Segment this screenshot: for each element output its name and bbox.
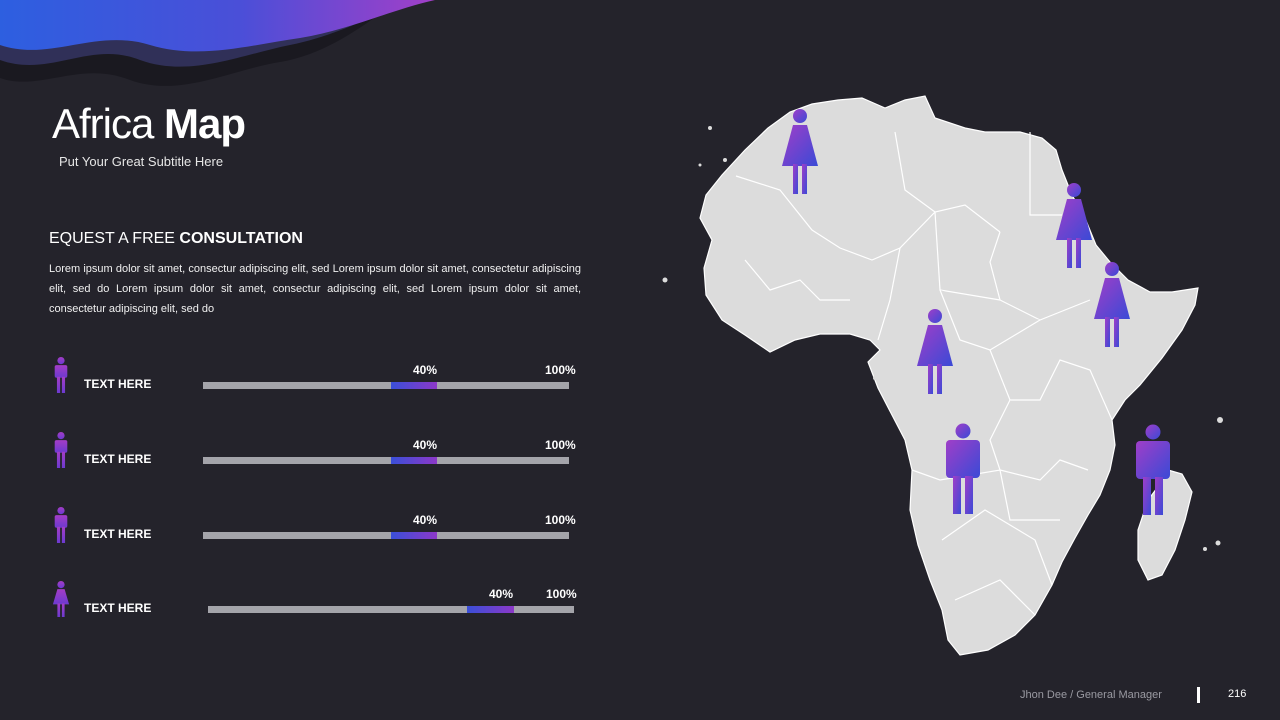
page-title: Africa Map: [52, 100, 246, 147]
body-paragraph: Lorem ipsum dolor sit amet, consectur ad…: [49, 263, 581, 315]
progress-track: [203, 532, 569, 539]
africa-map: [662, 95, 1223, 656]
consultation-heading: EQUEST A FREE CONSULTATION: [49, 230, 303, 247]
decorative-wave: [0, 0, 435, 86]
female-icon: [917, 309, 953, 394]
male-icon: [54, 507, 68, 543]
male-icon: [946, 423, 980, 514]
progress-fill: [391, 382, 437, 389]
row-label: TEXT HERE: [84, 452, 152, 466]
page-subtitle: Put Your Great Subtitle Here: [59, 154, 224, 169]
footer-author: Jhon Dee / General Manager: [1020, 689, 1162, 701]
progress-row: TEXT HERE 40% 100%: [0, 506, 640, 566]
progress-track: [203, 457, 569, 464]
progress-row: TEXT HERE 40% 100%: [0, 356, 640, 416]
islands: [662, 126, 1223, 551]
progress-row: TEXT HERE 40% 100%: [0, 580, 640, 640]
row-label: TEXT HERE: [84, 377, 152, 391]
progress-track: [208, 606, 574, 613]
female-icon: [1056, 183, 1092, 268]
percent-label: 40%: [413, 438, 438, 452]
africa-landmass: [699, 95, 1199, 656]
footer-divider: [1197, 687, 1200, 703]
progress-fill: [467, 606, 514, 613]
page-number: 216: [1228, 688, 1247, 700]
row-label: TEXT HERE: [84, 527, 152, 541]
progress-fill: [391, 532, 437, 539]
female-icon: [1094, 262, 1130, 347]
percent-label: 40%: [489, 587, 514, 601]
male-icon: [54, 432, 68, 468]
male-icon: [54, 357, 68, 393]
max-label: 100%: [545, 438, 576, 452]
female-icon: [52, 581, 70, 617]
female-icon: [782, 109, 818, 194]
max-label: 100%: [546, 587, 577, 601]
progress-fill: [391, 457, 437, 464]
progress-row: TEXT HERE 40% 100%: [0, 431, 640, 491]
max-label: 100%: [545, 363, 576, 377]
row-label: TEXT HERE: [84, 601, 152, 615]
male-icon: [1136, 424, 1170, 515]
percent-label: 40%: [413, 513, 438, 527]
percent-label: 40%: [413, 363, 438, 377]
max-label: 100%: [545, 513, 576, 527]
progress-track: [203, 382, 569, 389]
